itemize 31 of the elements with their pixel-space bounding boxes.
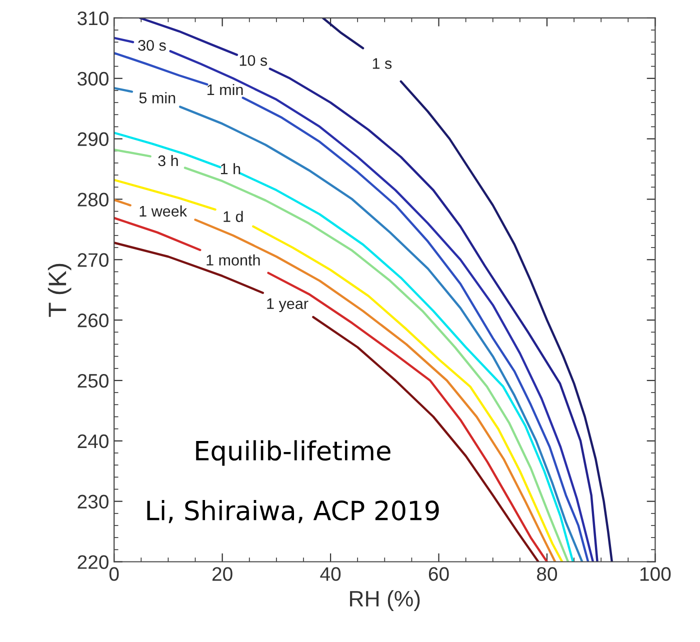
x-tick-label: 60 <box>428 567 449 581</box>
y-tick-label: 250 <box>78 374 108 388</box>
series-label: 10 s <box>240 55 268 66</box>
x-tick-label: 80 <box>537 567 558 581</box>
series-label: 5 min <box>139 92 176 104</box>
y-tick-label: 220 <box>78 555 108 569</box>
y-tick-label: 290 <box>78 132 108 146</box>
series-label: 1 s <box>372 58 392 69</box>
y-tick-label: 310 <box>78 11 108 26</box>
y-axis-title: T (K) <box>48 264 72 317</box>
x-tick-label: 0 <box>109 567 119 581</box>
x-axis-title: RH (%) <box>350 590 420 611</box>
x-tick-label: 20 <box>212 567 232 581</box>
y-tick-label: 240 <box>78 434 108 448</box>
series-label: 1 min <box>208 84 243 96</box>
series-label: 30 s <box>138 40 166 51</box>
y-tick-label: 230 <box>78 494 108 509</box>
y-tick-label: 270 <box>78 253 108 267</box>
y-tick-label: 280 <box>78 192 108 206</box>
annotation: Equilib-lifetime <box>196 440 390 466</box>
series-label: 1 year <box>267 298 308 312</box>
annotation: Li, Shiraiwa, ACP 2019 <box>147 500 439 524</box>
series-label: 1 h <box>220 163 240 174</box>
series-label: 1 month <box>206 254 260 266</box>
y-tick-label: 300 <box>78 72 108 86</box>
x-tick-label: 100 <box>640 567 671 581</box>
series-label: 1 week <box>140 205 188 217</box>
series-label: 3 h <box>158 154 178 166</box>
x-tick-label: 40 <box>320 567 341 581</box>
y-tick-label: 260 <box>78 314 108 328</box>
series-label: 1 d <box>224 210 243 222</box>
